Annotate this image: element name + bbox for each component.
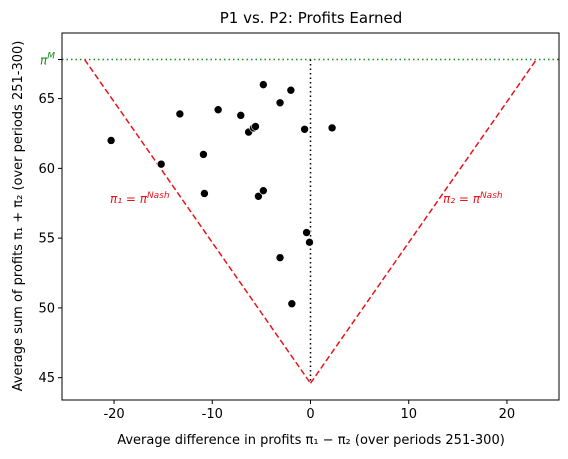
data-point	[302, 228, 311, 237]
data-point	[327, 123, 337, 133]
plot-frame	[61, 32, 560, 401]
data-point	[213, 105, 223, 115]
pi-m-tick-label: πM	[40, 52, 55, 68]
data-point	[236, 111, 246, 120]
x-tick-label: 10	[400, 407, 417, 422]
data-point	[305, 238, 314, 247]
y-tick-label: 55	[38, 232, 55, 247]
reference-lines	[62, 58, 559, 384]
data-point	[156, 159, 166, 169]
y-axis-label: Average sum of profits π₁ + π₂ (over per…	[11, 41, 26, 392]
data-point	[259, 80, 268, 89]
data-point	[175, 109, 185, 119]
data-points	[106, 80, 337, 309]
x-axis-ticks: -20 -10 0 10 20	[103, 400, 515, 422]
y-axis-ticks: 45 50 55 60 65 πM	[38, 52, 62, 386]
y-tick-label: 50	[38, 301, 55, 316]
right-nash-line-label: π₂ = πNash	[443, 191, 503, 206]
y-tick-label: 60	[38, 162, 55, 177]
y-tick-label: 65	[38, 92, 55, 107]
nash-line-right	[309, 59, 538, 384]
data-point	[106, 136, 116, 145]
x-axis-label: Average difference in profits π₁ − π₂ (o…	[117, 433, 505, 448]
data-point	[287, 299, 297, 309]
data-point	[199, 150, 208, 159]
annotations: π₁ = πNash π₂ = πNash	[110, 191, 503, 206]
data-point	[286, 85, 296, 95]
data-point	[259, 186, 268, 195]
data-point	[275, 253, 285, 262]
data-point	[300, 124, 309, 134]
nash-line-left	[83, 59, 312, 384]
y-tick-label: 45	[38, 371, 55, 386]
x-tick-label: -20	[103, 407, 124, 422]
chart-title: P1 vs. P2: Profits Earned	[220, 9, 403, 27]
data-point	[200, 189, 209, 198]
left-nash-line-label: π₁ = πNash	[110, 191, 170, 206]
x-tick-label: 20	[499, 407, 516, 422]
data-point	[254, 191, 263, 201]
data-point	[275, 98, 285, 108]
x-tick-label: 0	[306, 407, 314, 422]
x-tick-label: -10	[202, 407, 223, 422]
data-point	[251, 122, 260, 131]
